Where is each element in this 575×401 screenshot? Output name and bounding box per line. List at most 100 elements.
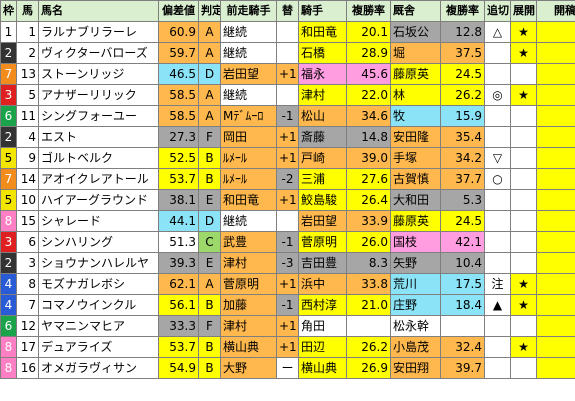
cell-grade: D <box>198 63 221 85</box>
cell-grade: A <box>198 21 221 43</box>
cell-jockey: 横山典 <box>298 357 347 379</box>
cell-uma: 2 <box>16 42 39 64</box>
cell-score: 46.5 <box>158 63 199 85</box>
cell-grade: A <box>198 105 221 127</box>
cell-jockey: 鮫島駿 <box>298 189 347 211</box>
cell-stable: 松永幹 <box>390 315 441 337</box>
cell-change: +1 <box>276 189 299 211</box>
cell-change <box>276 84 299 106</box>
cell-name: ラルナブリラーレ <box>38 21 159 43</box>
header-name: 馬名 <box>38 0 159 22</box>
header-stable: 厩舎 <box>390 0 441 22</box>
cell-jockey: 和田竜 <box>298 21 347 43</box>
cell-change: +1 <box>276 315 299 337</box>
cell-oikiri <box>484 336 511 358</box>
cell-stable: 安田翔 <box>390 357 441 379</box>
cell-jockey-rate: 8.3 <box>346 252 391 274</box>
cell-uma: 9 <box>16 147 39 169</box>
cell-score: 38.1 <box>158 189 199 211</box>
cell-stable-rate: 12.8 <box>440 21 485 43</box>
cell-col14: 11 <box>536 294 575 316</box>
cell-oikiri <box>484 126 511 148</box>
cell-prev-jockey: 津村 <box>220 252 277 274</box>
cell-uma: 6 <box>16 231 39 253</box>
cell-tenkai <box>510 63 537 85</box>
cell-change <box>276 42 299 64</box>
header-stable-rate: 複勝率 <box>440 0 485 22</box>
cell-change: +1 <box>276 336 299 358</box>
cell-jockey: 斎藤 <box>298 126 347 148</box>
cell-grade: F <box>198 126 221 148</box>
cell-grade: A <box>198 273 221 295</box>
cell-change: -1 <box>276 231 299 253</box>
cell-grade: B <box>198 336 221 358</box>
header-waku: 枠 <box>0 0 17 22</box>
cell-name: ストーンリッジ <box>38 63 159 85</box>
header-jockey: 騎手 <box>298 0 347 22</box>
cell-oikiri: ▽ <box>484 147 511 169</box>
cell-name: モズナガレボシ <box>38 273 159 295</box>
cell-tenkai <box>510 252 537 274</box>
cell-oikiri: ◎ <box>484 84 511 106</box>
cell-score: 53.7 <box>158 168 199 190</box>
cell-jockey-rate: 22.0 <box>346 84 391 106</box>
cell-jockey-rate: 27.6 <box>346 168 391 190</box>
header-grade: 判定 <box>198 0 221 22</box>
cell-prev-jockey: ﾙﾒｰﾙ <box>220 168 277 190</box>
cell-name: ハイアーグラウンド <box>38 189 159 211</box>
cell-col14: 8 <box>536 189 575 211</box>
cell-name: ヴィクターバローズ <box>38 42 159 64</box>
cell-col14: 11 <box>536 315 575 337</box>
header-tenkai: 展開 <box>510 0 537 22</box>
cell-oikiri <box>484 231 511 253</box>
cell-grade: E <box>198 189 221 211</box>
cell-tenkai <box>510 210 537 232</box>
cell-tenkai <box>510 231 537 253</box>
cell-stable: 藤原英 <box>390 63 441 85</box>
cell-tenkai <box>510 168 537 190</box>
cell-waku: 2 <box>0 126 17 148</box>
cell-prev-jockey: 継続 <box>220 84 277 106</box>
cell-score: 58.5 <box>158 84 199 106</box>
cell-name: ショウナンハレルヤ <box>38 252 159 274</box>
cell-col14: 8 <box>536 357 575 379</box>
cell-prev-jockey: 菅原明 <box>220 273 277 295</box>
cell-oikiri <box>484 42 511 64</box>
cell-waku: 7 <box>0 63 17 85</box>
cell-col14: 4 <box>536 105 575 127</box>
cell-score: 39.3 <box>158 252 199 274</box>
cell-change: -3 <box>276 252 299 274</box>
cell-jockey-rate: 26.0 <box>346 231 391 253</box>
cell-uma: 13 <box>16 63 39 85</box>
cell-score: 59.7 <box>158 42 199 64</box>
cell-jockey-rate: 26.4 <box>346 189 391 211</box>
cell-change: +1 <box>276 147 299 169</box>
cell-jockey-rate: 39.0 <box>346 147 391 169</box>
cell-jockey: 戸崎 <box>298 147 347 169</box>
cell-uma: 14 <box>16 168 39 190</box>
cell-jockey: 津村 <box>298 84 347 106</box>
cell-waku: 2 <box>0 252 17 274</box>
cell-stable-rate: 26.2 <box>440 84 485 106</box>
cell-jockey: 吉田豊 <box>298 252 347 274</box>
cell-stable-rate: 32.4 <box>440 336 485 358</box>
cell-jockey: 菅原明 <box>298 231 347 253</box>
cell-stable: 古賀慎 <box>390 168 441 190</box>
